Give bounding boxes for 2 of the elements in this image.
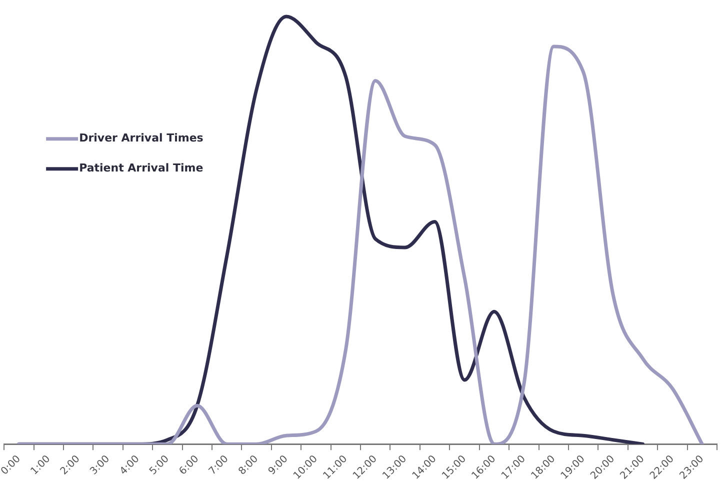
- legend-label: Patient Arrival Time: [79, 162, 204, 175]
- legend-label: Driver Arrival Times: [79, 132, 204, 145]
